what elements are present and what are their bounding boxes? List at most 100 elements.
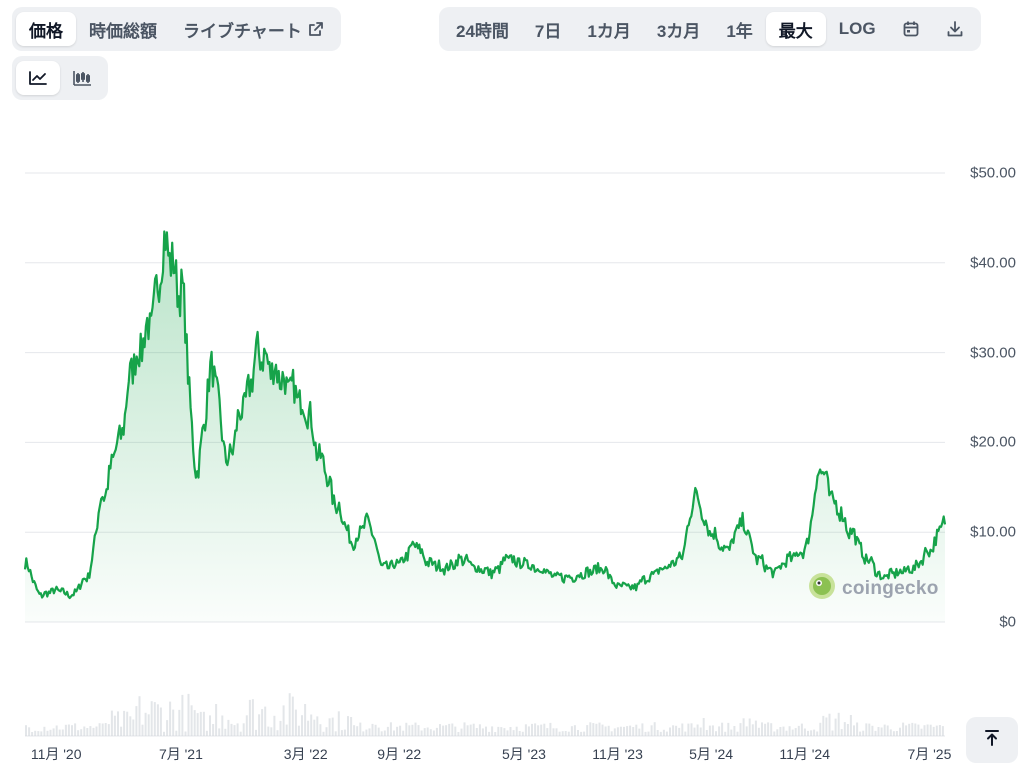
volume-bar	[209, 715, 211, 736]
volume-bar	[34, 730, 37, 736]
volume-bar	[279, 720, 282, 736]
volume-bar	[55, 725, 58, 736]
volume-bar	[905, 725, 908, 736]
volume-bar	[761, 722, 763, 736]
range-max-button[interactable]: 最大	[765, 12, 826, 46]
volume-bar	[733, 726, 736, 736]
volume-bar	[178, 709, 181, 736]
volume-bar	[573, 725, 576, 736]
volume-bar	[429, 729, 432, 736]
volume-bar	[650, 725, 653, 736]
volume-bar	[475, 728, 478, 736]
volume-bar	[334, 731, 337, 736]
volume-bar	[546, 728, 549, 736]
candlestick-chart-button[interactable]	[60, 61, 104, 95]
volume-bar	[58, 729, 61, 736]
volume-bar	[80, 729, 83, 736]
volume-bar	[899, 727, 901, 736]
volume-bar	[739, 723, 742, 736]
volume-bar	[764, 723, 767, 736]
volume-bar	[635, 724, 638, 736]
tab-market-cap[interactable]: 時価総額	[76, 12, 170, 46]
volume-bar	[233, 725, 236, 736]
volume-bar	[935, 725, 938, 736]
range-1y-button[interactable]: 1年	[713, 12, 765, 46]
volume-bar	[163, 731, 165, 736]
volume-bar	[218, 728, 221, 736]
log-scale-button[interactable]: LOG	[826, 12, 889, 46]
volume-bar	[239, 731, 242, 736]
volume-bar	[662, 729, 665, 736]
volume-bar	[98, 723, 101, 736]
volume-bar	[705, 730, 708, 736]
range-1m-label: 1カ月	[587, 21, 631, 41]
volume-bar	[86, 728, 89, 736]
volume-bar	[215, 704, 218, 736]
volume-bar	[586, 725, 589, 736]
volume-bar	[678, 727, 681, 736]
download-button[interactable]	[933, 12, 977, 46]
volume-bar	[911, 722, 914, 736]
volume-bar	[580, 731, 583, 736]
volume-bar	[715, 731, 717, 736]
volume-bar	[258, 714, 261, 736]
volume-bar	[49, 729, 52, 736]
volume-bar	[110, 710, 113, 736]
volume-bar	[577, 730, 579, 736]
download-icon	[946, 20, 964, 38]
volume-bar	[718, 726, 721, 736]
volume-bar	[359, 722, 362, 736]
tab-price-label: 価格	[29, 21, 63, 41]
volume-bar	[273, 715, 276, 736]
volume-bar	[702, 718, 705, 736]
volume-bar	[294, 709, 297, 736]
volume-bar	[95, 726, 98, 736]
scroll-to-top-button[interactable]	[966, 717, 1018, 763]
volume-bar	[439, 724, 441, 736]
arrow-up-icon	[983, 729, 1001, 752]
volume-bar	[310, 714, 313, 736]
volume-bar	[509, 727, 512, 736]
tab-market-cap-label: 時価総額	[89, 21, 157, 41]
volume-bar	[604, 726, 607, 736]
volume-bar	[61, 729, 64, 736]
tab-live-chart[interactable]: ライブチャート	[170, 12, 337, 46]
volume-bar	[564, 731, 567, 736]
range-24h-button[interactable]: 24時間	[443, 12, 522, 46]
volume-bar	[659, 731, 662, 736]
volume-bar	[199, 711, 202, 736]
volume-bar	[414, 722, 417, 736]
volume-bar	[794, 728, 797, 736]
volume-bar	[89, 726, 92, 736]
volume-bar	[785, 730, 788, 736]
volume-bar	[788, 726, 791, 736]
volume-bar	[242, 723, 245, 736]
volume-bar	[40, 731, 43, 736]
volume-bar	[43, 726, 46, 736]
y-tick-label: $0	[999, 613, 1016, 631]
volume-bar	[665, 731, 668, 736]
y-tick-label: $10.00	[970, 523, 1016, 541]
line-chart-button[interactable]	[16, 61, 60, 95]
tab-price[interactable]: 価格	[16, 12, 76, 46]
range-7d-button[interactable]: 7日	[522, 12, 574, 46]
calendar-button[interactable]	[889, 12, 933, 46]
volume-bar	[288, 693, 291, 736]
range-3m-button[interactable]: 3カ月	[644, 12, 713, 46]
volume-bar	[488, 731, 491, 736]
volume-bar	[754, 720, 757, 736]
volume-bar	[307, 720, 310, 736]
range-1m-button[interactable]: 1カ月	[574, 12, 643, 46]
volume-bar	[853, 725, 855, 736]
volume-bar	[113, 715, 116, 736]
volume-bar	[316, 716, 319, 736]
volume-bar	[205, 730, 208, 736]
volume-bar	[107, 724, 110, 736]
volume-bar	[914, 723, 917, 736]
volume-bar	[457, 732, 460, 736]
volume-bar	[613, 728, 616, 736]
volume-bar	[67, 724, 70, 736]
volume-bar	[491, 726, 494, 736]
x-tick-label: 9月 '22	[377, 746, 422, 762]
